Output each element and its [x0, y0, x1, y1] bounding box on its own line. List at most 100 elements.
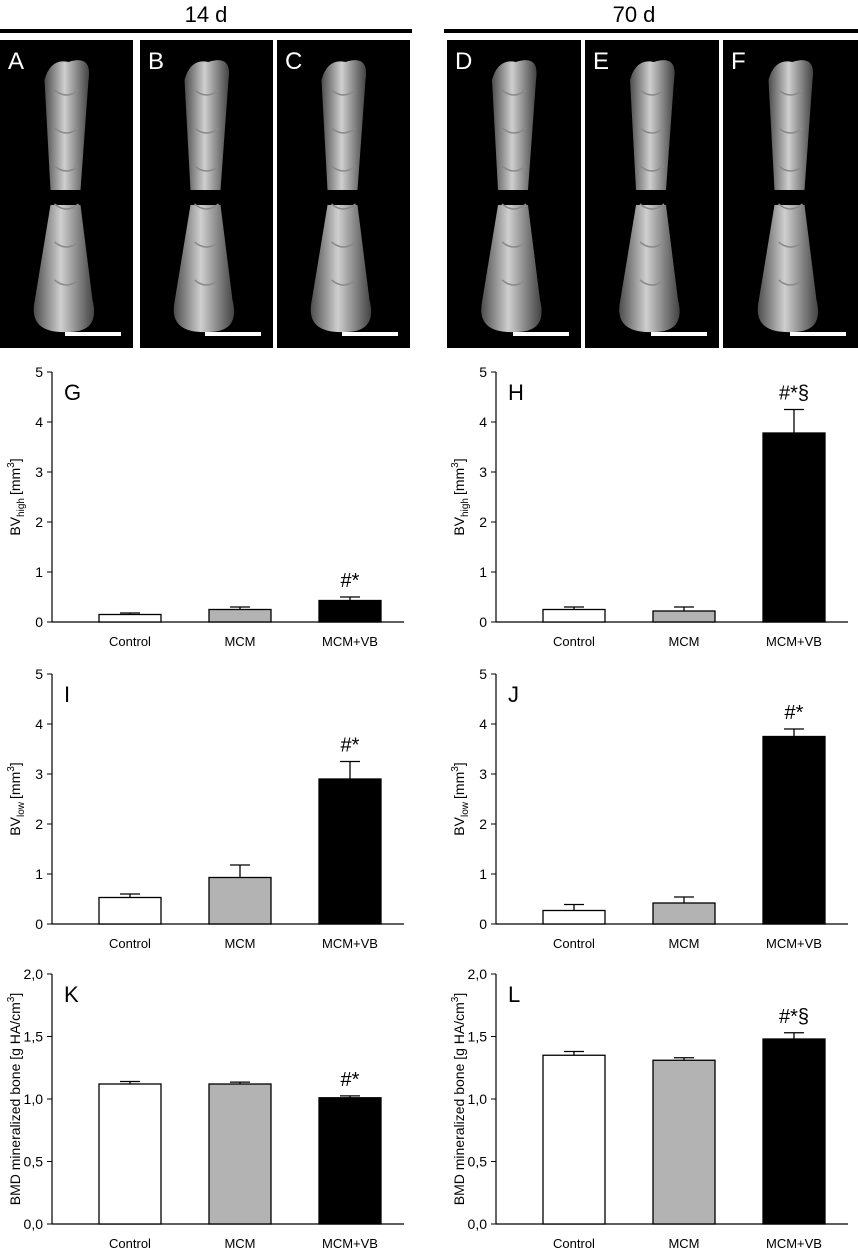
scale-bar — [65, 332, 121, 336]
y-tick-label: 4 — [35, 414, 43, 430]
y-label-superscript: 3 — [6, 462, 17, 468]
y-label-unit: [mm — [7, 468, 23, 495]
y-tick-label: 3 — [479, 766, 487, 782]
y-label-main: BV — [7, 516, 23, 535]
trabecular-line — [501, 89, 527, 96]
trabecular-line — [778, 89, 803, 96]
trabecular-line — [331, 241, 356, 248]
bar-chart-i: 0 1 2 3 4 5 BVlow[mm3] I Control MCM MCM+VB #* — [0, 664, 414, 953]
y-label-superscript: 3 — [450, 462, 461, 468]
x-category-label: Control — [553, 634, 595, 649]
trabecular-line — [639, 165, 665, 172]
y-tick-label: 3 — [35, 766, 43, 782]
x-category-label: MCM — [224, 936, 255, 951]
y-tick-label: 3 — [35, 464, 43, 480]
y-tick-label: 1 — [479, 564, 487, 580]
trabecular-line — [54, 89, 79, 96]
bar-chart-j: 0 1 2 3 4 5 BVlow[mm3] J Control MCM MCM+VB #* — [444, 664, 858, 953]
scale-bar — [651, 332, 707, 336]
y-label-subscript: low — [460, 801, 471, 817]
y-tick-label: 1 — [35, 866, 43, 882]
y-label-unit: [mm — [451, 468, 467, 495]
heading-14d: 14 d — [184, 2, 228, 27]
bone-image-e — [619, 60, 680, 333]
x-category-label: Control — [109, 1236, 151, 1251]
y-label-main: BMD mineralized bone [g HA/cm — [451, 1002, 467, 1205]
y-tick-label: 2 — [479, 816, 487, 832]
trabecular-line — [331, 165, 356, 172]
significance-annotation: #* — [341, 735, 360, 757]
trabecular-line — [331, 89, 356, 96]
trabecular-line — [501, 203, 527, 210]
trabecular-line — [54, 127, 79, 134]
significance-annotation: #*§ — [779, 383, 809, 405]
bone-lower-fragment — [33, 205, 95, 333]
y-tick-label: 2,0 — [24, 966, 44, 982]
y-axis-label: BVlow [mm3] — [450, 762, 471, 835]
bone-upper-fragment — [184, 60, 230, 190]
bone-upper-fragment — [768, 60, 814, 190]
bar-mcm-vb — [762, 432, 826, 623]
trabecular-line — [194, 241, 219, 248]
y-tick-label: 5 — [479, 666, 487, 682]
y-axis-label: BMD mineralized bone [g HA/cm3] — [6, 993, 23, 1206]
y-label-main: BV — [451, 816, 467, 835]
bar-mcm — [652, 1059, 716, 1225]
y-tick-label: 4 — [479, 414, 487, 430]
bar-chart-k: 0,0 0,5 1,0 1,5 2,0 BMD mineralized bone [g H… — [0, 964, 414, 1253]
microct-panel-d: D — [447, 40, 581, 348]
trabecular-line — [331, 203, 356, 210]
bone-lower-fragment — [481, 205, 542, 333]
significance-annotation: #* — [785, 702, 804, 724]
y-label-close: ] — [451, 458, 467, 462]
y-tick-label: 0 — [35, 614, 43, 630]
divider-14d — [0, 29, 412, 33]
y-label-main: BMD mineralized bone [g HA/cm — [7, 1002, 23, 1205]
y-axis-label: BVhigh [mm3] — [450, 458, 471, 535]
scale-bar — [513, 332, 569, 336]
chart-panel-label: I — [64, 682, 70, 707]
y-label-superscript: 3 — [450, 996, 461, 1002]
trabecular-line — [501, 127, 527, 134]
microct-panel-c: C — [277, 40, 410, 348]
bar-chart-l: 0,0 0,5 1,0 1,5 2,0 BMD mineralized bone [g H… — [444, 964, 858, 1253]
bar-mcm — [652, 902, 716, 925]
trabecular-line — [639, 203, 665, 210]
y-label-close: ] — [7, 762, 23, 766]
x-category-label: Control — [553, 1236, 595, 1251]
chart-panel-label: G — [64, 380, 81, 405]
trabecular-line — [778, 127, 803, 134]
bone-image-c — [310, 60, 372, 333]
microct-panel-a: A — [0, 40, 133, 348]
x-category-label: MCM+VB — [322, 1236, 378, 1251]
trabecular-line — [54, 165, 79, 172]
y-tick-label: 5 — [479, 364, 487, 380]
heading-70d: 70 d — [612, 2, 656, 27]
trabecular-line — [778, 241, 803, 248]
bar-mcm-vb — [762, 1038, 826, 1225]
y-label-subscript: high — [16, 498, 27, 517]
y-tick-label: 4 — [479, 716, 487, 732]
microct-panel-b: B — [140, 40, 273, 348]
bone-lower-fragment — [619, 205, 680, 333]
x-category-label: MCM — [224, 634, 255, 649]
significance-annotation: #*§ — [779, 1006, 809, 1028]
bone-image-b — [173, 60, 235, 333]
y-tick-label: 0,0 — [468, 1216, 488, 1232]
bar-mcm-vb — [318, 599, 382, 623]
bar-mcm-vb — [318, 778, 382, 925]
trabecular-line — [194, 165, 219, 172]
y-tick-label: 1 — [35, 564, 43, 580]
trabecular-line — [331, 127, 356, 134]
y-tick-label: 5 — [35, 364, 43, 380]
y-tick-label: 1,5 — [468, 1029, 488, 1045]
y-label-close: ] — [7, 993, 23, 997]
bar-mcm-vb — [318, 1097, 382, 1225]
microct-panel-e: E — [585, 40, 719, 348]
trabecular-line — [194, 279, 219, 286]
y-tick-label: 2,0 — [468, 966, 488, 982]
